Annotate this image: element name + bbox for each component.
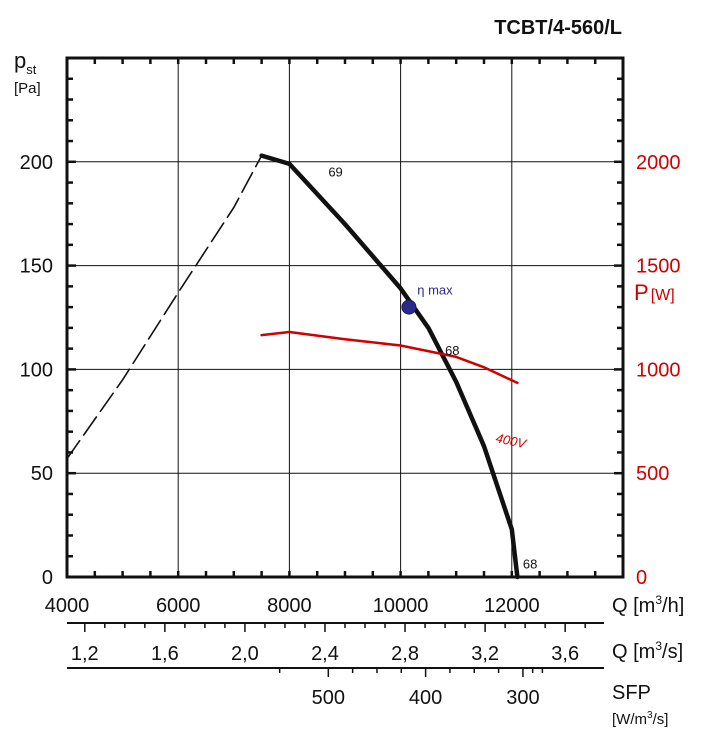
- sfp-axis-unit: [W/m3/s]: [612, 710, 668, 728]
- y2-tick-label: 1000: [636, 359, 681, 381]
- x2-axis-label: Q [m3/s]: [612, 639, 683, 663]
- sfp-axis-label: SFP: [612, 682, 651, 704]
- x-tick-label: 12000: [484, 595, 540, 617]
- x2-tick-label: 3,6: [551, 643, 579, 665]
- sfp-tick-label: 400: [409, 687, 442, 709]
- annotation-label: 400V: [494, 430, 528, 451]
- axis-ticks: [67, 58, 623, 677]
- eta-max-marker: [401, 299, 417, 315]
- annotation-label: 68: [523, 557, 537, 572]
- x-tick-label: 6000: [156, 595, 201, 617]
- x2-tick-label: 1,2: [71, 643, 99, 665]
- annotation-label: 68: [445, 343, 459, 358]
- annotation-label: 69: [328, 164, 342, 179]
- series-line-400V: [260, 330, 519, 385]
- x2-tick-label: 2,8: [391, 643, 419, 665]
- x-tick-label: 10000: [373, 595, 429, 617]
- y-axis-unit: [Pa]: [14, 80, 41, 97]
- y2-tick-label: 500: [636, 463, 669, 485]
- y-tick-label: 100: [20, 359, 53, 381]
- annotation-label: η max: [417, 283, 453, 298]
- y2-tick-label: 0: [636, 567, 647, 589]
- x2-tick-label: 2,4: [311, 643, 339, 665]
- series-layer: [66, 153, 520, 580]
- plot-border: [65, 56, 625, 579]
- series-line-pressure_unstable: [66, 154, 263, 460]
- y2-tick-label: 1500: [636, 256, 681, 278]
- x-tick-label: 4000: [45, 595, 90, 617]
- grid: [67, 58, 623, 577]
- y-tick-label: 50: [31, 463, 53, 485]
- x2-tick-label: 1,6: [151, 643, 179, 665]
- x-tick-label: 8000: [267, 595, 312, 617]
- series-line-pressure: [259, 153, 520, 580]
- x2-tick-label: 2,0: [231, 643, 259, 665]
- y2-tick-label: 2000: [636, 152, 681, 174]
- y2-axis-label: P [W]: [634, 280, 675, 305]
- sfp-tick-label: 500: [312, 687, 345, 709]
- x2-tick-label: 3,2: [471, 643, 499, 665]
- y-axis-label: pst: [14, 48, 37, 77]
- y-tick-label: 200: [20, 152, 53, 174]
- x-axis-label: Q [m3/h]: [612, 593, 684, 617]
- chart-title: TCBT/4-560/L: [494, 17, 622, 39]
- y-tick-label: 150: [20, 256, 53, 278]
- y-tick-label: 0: [42, 567, 53, 589]
- sfp-tick-label: 300: [506, 687, 539, 709]
- plot-frame: [65, 56, 625, 579]
